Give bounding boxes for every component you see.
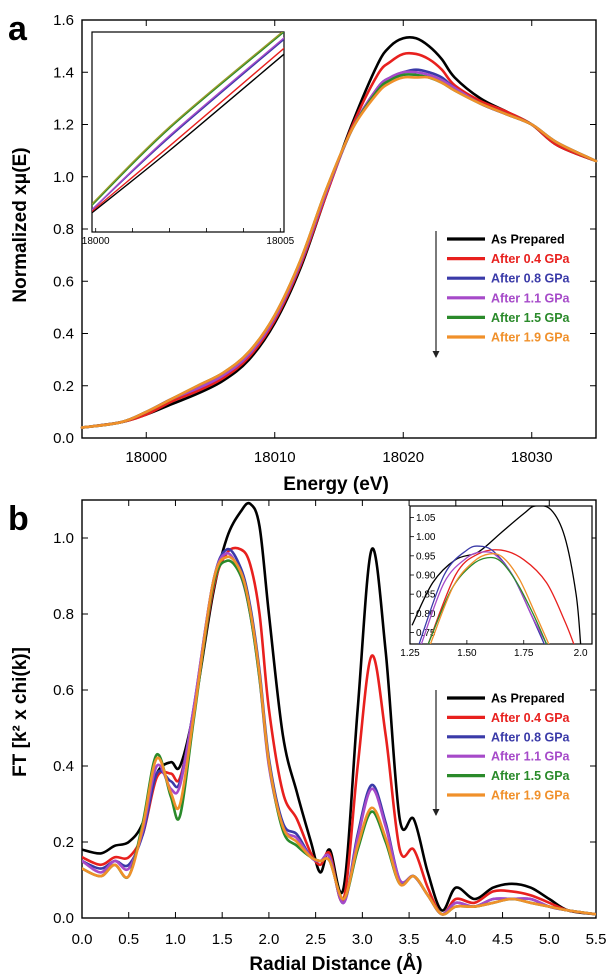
panel-a-x-tick-label: 18030 — [511, 449, 553, 466]
panel-b-inset: 1.25 1.50 1.75 2.00.750.800.850.900.951.001… — [400, 505, 593, 659]
panel-b-x-tick-label: 0.5 — [118, 931, 139, 948]
panel-a-y-tick-label: 0.8 — [53, 221, 74, 238]
panel-b-x-tick-label: 2.0 — [258, 931, 279, 948]
panel-b-x-tick-label: 5.0 — [539, 931, 560, 948]
panel-b-plot-frame — [81, 499, 597, 919]
panel-b-inset-x-tick-label: 1.25 — [400, 648, 420, 659]
panel-b-inset-frame — [409, 505, 593, 645]
panel-b-legend-label-as-prepared: As Prepared — [491, 692, 565, 706]
panel-a-series — [80, 36, 598, 429]
panel-a-inset-series-after-1-5-gpa — [92, 32, 284, 207]
panel-b-y-tick-label: 1.0 — [53, 530, 74, 547]
panel-b-x-tick-label: 4.5 — [492, 931, 513, 948]
panel-b-y-axis-title: FT [k² x chi(k)] — [10, 647, 31, 777]
panel-b-x-tick-label: 5.5 — [586, 931, 607, 948]
panel-a-y-tick-label: 0.4 — [53, 326, 74, 343]
panel-b-inset-series-after-1-1-gpa — [420, 551, 548, 644]
panel-a-legend-label-after-0-8-gpa: After 0.8 GPa — [491, 272, 571, 286]
panel-b-inset-y-tick-label: 0.75 — [416, 628, 436, 639]
panel-a-y-tick-label: 0.2 — [53, 378, 74, 395]
panel-a-inset-series-after-1-1-gpa — [92, 37, 284, 211]
panel-b-inset-series-as-prepared — [411, 506, 582, 644]
panel-b-y-tick-label: 0.0 — [53, 910, 74, 927]
panel-a-legend-label-after-1-9-gpa: After 1.9 GPa — [491, 331, 571, 345]
panel-b-inset-series-after-0-4-gpa — [427, 549, 575, 644]
panel-a-x-tick-label: 18000 — [125, 449, 167, 466]
panel-a-legend: As Prepared After 0.4 GPa After 0.8 GPa Aft… — [432, 231, 571, 358]
panel-a-series-after-1-9-gpa — [80, 75, 598, 429]
panel-b-inset-x-tick-label: 1.50 — [457, 648, 477, 659]
panel-a: a 18000 18010 18020 18030 0.0 0.2 0.4 0.6 0.8 1.0… — [8, 10, 598, 495]
panel-a-label: a — [8, 10, 28, 48]
panel-b-legend-label-after-0-4-gpa: After 0.4 GPa — [491, 711, 571, 725]
panel-a-y-tick-label: 0.0 — [53, 430, 74, 447]
panel-a-x-tick-label: 18010 — [254, 449, 296, 466]
panel-a-axes: 18000 18010 18020 18030 0.0 0.2 0.4 0.6 0.8 1.0 1.… — [53, 12, 597, 466]
panel-a-legend-arrow-head — [432, 351, 440, 358]
panel-b-series-as-prepared — [82, 501, 596, 916]
panel-b-inset-series — [411, 506, 582, 644]
panel-a-inset-series-as-prepared — [92, 53, 284, 214]
panel-a-inset-series — [92, 32, 284, 214]
panel-b-inset-x-tick-label: 2.0 — [574, 648, 588, 659]
panel-a-y-axis-title: Normalized xμ(E) — [10, 147, 31, 302]
panel-b-legend-label-after-1-9-gpa: After 1.9 GPa — [491, 789, 571, 803]
panel-a-inset-x-tick-label: 18000 — [82, 236, 110, 247]
panel-b-x-tick-label: 3.0 — [352, 931, 373, 948]
panel-a-inset-series-after-1-9-gpa — [92, 32, 284, 205]
panel-b-legend-label-after-1-1-gpa: After 1.1 GPa — [491, 750, 571, 764]
panel-a-x-tick-label: 18020 — [382, 449, 424, 466]
panel-b-legend-label-after-0-8-gpa: After 0.8 GPa — [491, 730, 571, 744]
panel-b-inset-y-tick-label: 0.80 — [416, 609, 436, 620]
panel-b-x-tick-label: 1.0 — [165, 931, 186, 948]
panel-b-y-tick-label: 0.6 — [53, 682, 74, 699]
panel-a-y-tick-label: 0.6 — [53, 273, 74, 290]
panel-b-series — [82, 501, 596, 916]
panel-a-x-axis-title: Energy (eV) — [283, 474, 389, 495]
panel-b-y-tick-label: 0.2 — [53, 834, 74, 851]
panel-a-y-tick-label: 1.0 — [53, 169, 74, 186]
panel-b-y-tick-label: 0.4 — [53, 758, 74, 775]
panel-b-x-tick-label: 1.5 — [212, 931, 233, 948]
panel-a-legend-label-as-prepared: As Prepared — [491, 233, 565, 247]
panel-b-inset-y-tick-label: 1.00 — [416, 532, 436, 543]
panel-b-inset-y-tick-label: 0.95 — [416, 551, 436, 562]
panel-a-series-after-0-4-gpa — [80, 51, 598, 429]
panel-b-inset-y-tick-label: 1.05 — [416, 513, 436, 524]
panel-a-legend-label-after-1-5-gpa: After 1.5 GPa — [491, 311, 571, 325]
panel-b-legend-arrow-head — [432, 809, 440, 816]
panel-b-inset-series-after-1-9-gpa — [429, 553, 550, 644]
panel-a-y-tick-label: 1.6 — [53, 12, 74, 29]
panel-b-x-axis-title: Radial Distance (Å) — [249, 954, 422, 975]
panel-b: b 0.0 0.5 1.0 1.5 2.0 2.5 3.0 3.5 4.0 4.5 5.0 5.50.… — [8, 499, 607, 975]
panel-a-y-tick-label: 1.2 — [53, 117, 74, 134]
panel-b-x-tick-label: 0.0 — [72, 931, 93, 948]
panel-a-inset-x-tick-label: 18005 — [266, 236, 294, 247]
panel-b-legend: As Prepared After 0.4 GPa After 0.8 GPa Aft… — [432, 690, 571, 816]
panel-b-inset-x-tick-label: 1.75 — [514, 648, 534, 659]
panel-b-x-tick-label: 2.5 — [305, 931, 326, 948]
panel-a-legend-label-after-0-4-gpa: After 0.4 GPa — [491, 252, 571, 266]
panel-a-legend-label-after-1-1-gpa: After 1.1 GPa — [491, 291, 571, 305]
panel-b-y-tick-label: 0.8 — [53, 606, 74, 623]
panel-b-axes: 0.0 0.5 1.0 1.5 2.0 2.5 3.0 3.5 4.0 4.5 5.0 5.5 0.0 0… — [53, 499, 607, 948]
panel-a-inset-series-after-0-4-gpa — [92, 47, 284, 212]
panel-b-series-clip — [82, 501, 596, 916]
panel-b-x-tick-label: 4.0 — [445, 931, 466, 948]
panel-a-series-as-prepared — [80, 36, 598, 429]
panel-b-x-tick-label: 3.5 — [399, 931, 420, 948]
panel-b-inset-y-tick-label: 0.90 — [416, 571, 436, 582]
panel-a-inset: 18000 18005 — [82, 31, 295, 247]
panel-a-y-tick-label: 1.4 — [53, 64, 74, 81]
panel-b-legend-label-after-1-5-gpa: After 1.5 GPa — [491, 769, 571, 783]
panel-b-label: b — [8, 500, 29, 538]
panel-b-series-after-0-4-gpa — [82, 546, 596, 916]
panel-b-series-after-1-9-gpa — [82, 555, 596, 916]
